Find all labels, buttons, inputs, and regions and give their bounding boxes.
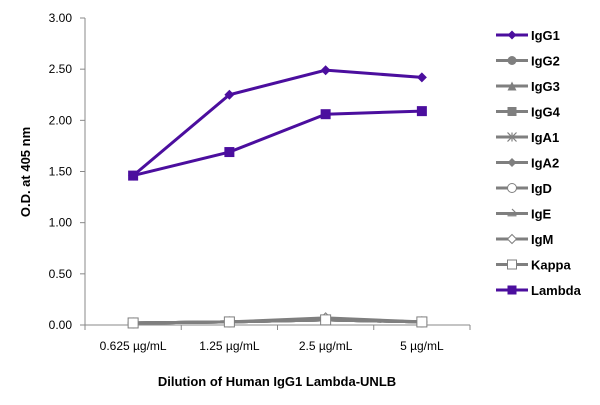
data-point [128,170,139,181]
legend-label: IgE [531,207,552,222]
data-point [507,285,517,295]
data-point [416,106,427,117]
legend-item-iga2: IgA2 [496,156,559,171]
legend-item-igg3: IgG3 [496,79,560,94]
x-tick-label: 5 µg/mL [400,339,444,353]
legend-item-ige: IgE [496,207,552,222]
series-kappa [127,314,428,329]
legend-label: IgG2 [531,54,560,69]
y-tick-label: 1.50 [49,165,73,179]
data-point [507,158,517,167]
legend-label: IgD [531,181,552,196]
y-tick-label: 3.00 [49,11,73,25]
data-point [224,147,235,158]
data-point [320,314,332,326]
legend-item-lambda: Lambda [496,283,582,298]
data-point [416,72,427,83]
series-igg1 [128,65,427,181]
y-tick-label: 0.50 [49,267,73,281]
y-tick-label: 0.00 [49,318,73,332]
legend-item-igm: IgM [496,232,553,247]
data-point [507,132,517,142]
data-point [506,233,518,245]
x-tick-label: 2.5 µg/mL [299,339,353,353]
data-point [507,107,517,116]
x-tick-label: 0.625 µg/mL [100,339,167,353]
legend-label: IgA1 [531,130,559,145]
data-point [416,316,428,328]
x-axis-label: Dilution of Human IgG1 Lambda-UNLB [158,374,396,389]
legend-label: Kappa [531,258,572,273]
data-point [320,65,331,76]
legend-label: IgA2 [531,156,559,171]
data-point [507,56,517,65]
data-point [507,183,517,193]
legend-item-iga1: IgA1 [496,130,559,145]
y-tick-label: 2.50 [49,62,73,76]
legend-label: IgG4 [531,105,561,120]
legend-label: IgG3 [531,79,560,94]
legend-label: Lambda [531,283,582,298]
data-point [507,81,517,91]
data-point [507,30,517,40]
series-lambda [128,106,427,181]
legend-item-igg1: IgG1 [496,28,560,43]
series-line [132,68,422,177]
data-point [224,89,235,100]
data-point [127,317,139,329]
legend-label: IgM [531,232,553,247]
data-point [223,316,235,328]
y-axis-label: O.D. at 405 nm [18,127,33,217]
y-tick-label: 1.00 [49,216,73,230]
x-tick-label: 1.25 µg/mL [199,339,260,353]
legend-item-kappa: Kappa [496,258,572,273]
legend-label: IgG1 [531,28,560,43]
series-line [133,318,422,325]
legend-item-igg2: IgG2 [496,54,560,69]
data-point [507,259,517,270]
legend-item-igg4: IgG4 [496,105,561,120]
data-point [507,208,517,217]
series-line [132,109,422,178]
legend-item-igd: IgD [496,181,552,196]
data-point [320,109,331,120]
y-tick-label: 2.00 [49,113,73,127]
